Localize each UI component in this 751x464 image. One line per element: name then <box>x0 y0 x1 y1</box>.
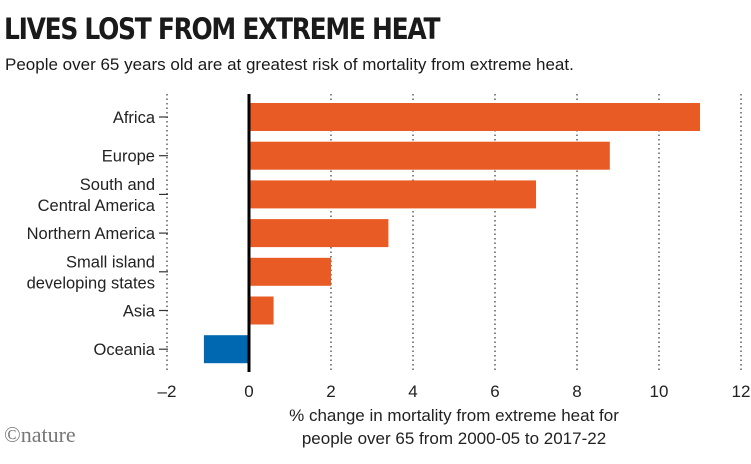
category-label: Europe <box>102 148 155 166</box>
x-axis-label: people over 65 from 2000-05 to 2017-22 <box>302 429 606 448</box>
bar <box>249 103 700 131</box>
bar <box>249 296 274 325</box>
category-label: developing states <box>27 274 155 292</box>
chart-subtitle: People over 65 years old are at greatest… <box>5 55 574 74</box>
chart-title: LIVES LOST FROM EXTREME HEAT <box>4 12 440 46</box>
x-tick-label: 8 <box>572 382 581 401</box>
category-label: Africa <box>113 109 156 127</box>
category-label: Asia <box>123 303 156 321</box>
x-tick-label: 2 <box>326 382 335 401</box>
bar <box>249 141 610 170</box>
category-label: Small island <box>66 253 155 271</box>
bar <box>203 335 249 364</box>
category-label: Oceania <box>94 341 156 359</box>
x-tick-label: 4 <box>408 382 417 401</box>
nature-logo: ©nature <box>4 422 76 447</box>
x-tick-label: –2 <box>158 382 177 401</box>
category-label: Central America <box>38 197 156 215</box>
x-tick-label: 6 <box>490 382 499 401</box>
x-tick-label: 12 <box>732 382 751 401</box>
category-label: South and <box>80 176 155 194</box>
bar <box>249 219 389 248</box>
bar <box>249 257 331 286</box>
bar <box>249 180 536 209</box>
x-tick-label: 10 <box>650 382 669 401</box>
category-label: Northern America <box>27 225 156 243</box>
x-tick-label: 0 <box>244 382 253 401</box>
x-axis-label: % change in mortality from extreme heat … <box>289 406 619 425</box>
